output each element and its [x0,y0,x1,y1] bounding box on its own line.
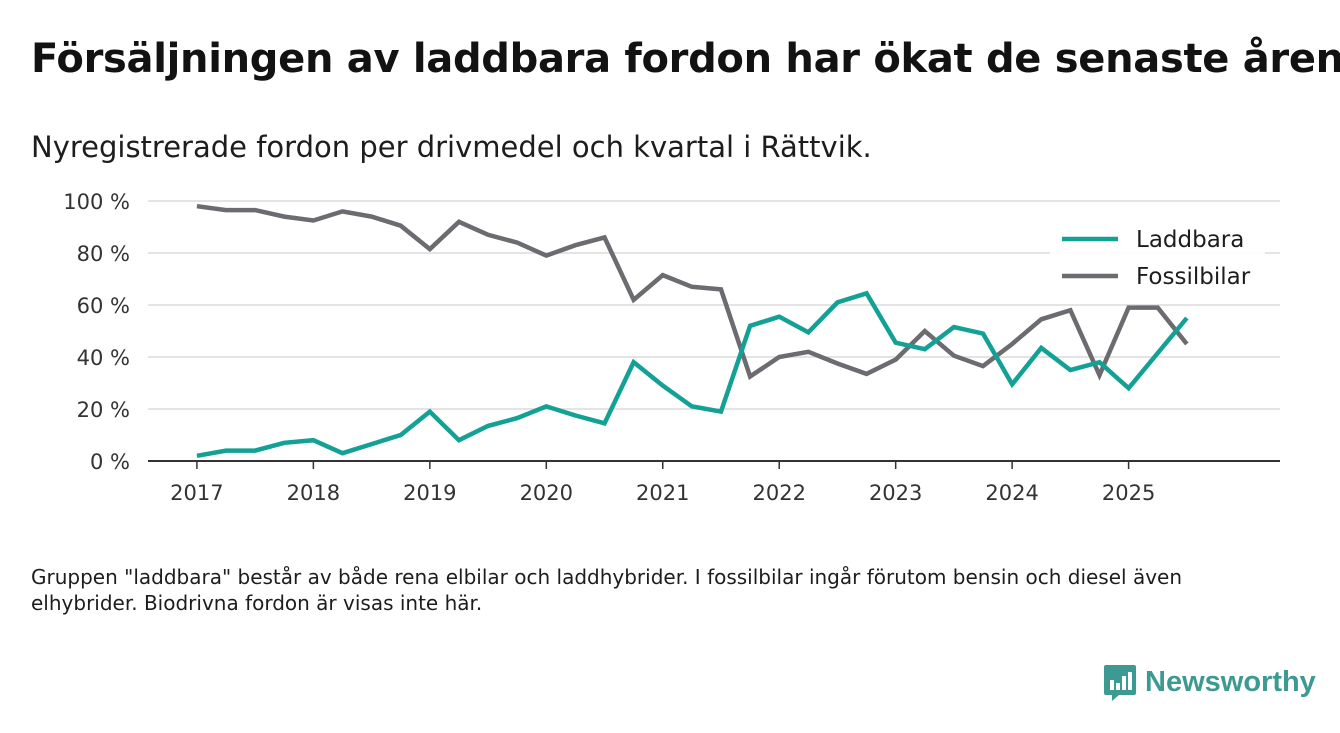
y-tick-label: 20 % [77,398,130,422]
line-chart: 0 % 20 % 40 % 60 % 80 % 100 % 2017 2018 2019 202… [63,190,1280,505]
x-tick-label: 2018 [287,481,340,505]
legend-box [1050,222,1265,298]
x-tick-label: 2017 [170,481,223,505]
x-tick-label: 2022 [752,481,805,505]
x-tick-label: 2025 [1102,481,1155,505]
y-tick-label: 100 % [63,190,130,214]
series-lines [196,203,1189,459]
legend: Laddbara Fossilbilar [1050,222,1265,298]
chart-title: Försäljningen av laddbara fordon har öka… [31,36,1340,82]
y-tick-label: 60 % [77,294,130,318]
y-tick-label: 80 % [77,242,130,266]
legend-label-fossilbilar: Fossilbilar [1136,264,1251,290]
y-tick-label: 40 % [77,346,130,370]
x-tick-label: 2019 [403,481,456,505]
x-axis-ticks: 2017 2018 2019 2020 2021 2022 2023 2024 2025 [170,461,1155,505]
chart-subtitle: Nyregistrerade fordon per drivmedel och … [31,130,872,164]
newsworthy-logo-icon [1104,665,1136,701]
x-tick-label: 2024 [985,481,1038,505]
series-line-fossilbilar [196,203,1189,381]
footnote: Gruppen "laddbara" består av både rena e… [31,565,1183,615]
legend-label-laddbara: Laddbara [1136,227,1244,253]
y-axis-ticks: 0 % 20 % 40 % 60 % 80 % 100 % [63,190,130,474]
x-tick-label: 2023 [869,481,922,505]
x-tick-label: 2021 [636,481,689,505]
y-tick-label: 0 % [90,450,130,474]
brand-name: Newsworthy [1145,665,1316,698]
series-line-laddbara [196,290,1189,459]
brand-logo: Newsworthy [1103,663,1316,701]
x-tick-label: 2020 [520,481,573,505]
